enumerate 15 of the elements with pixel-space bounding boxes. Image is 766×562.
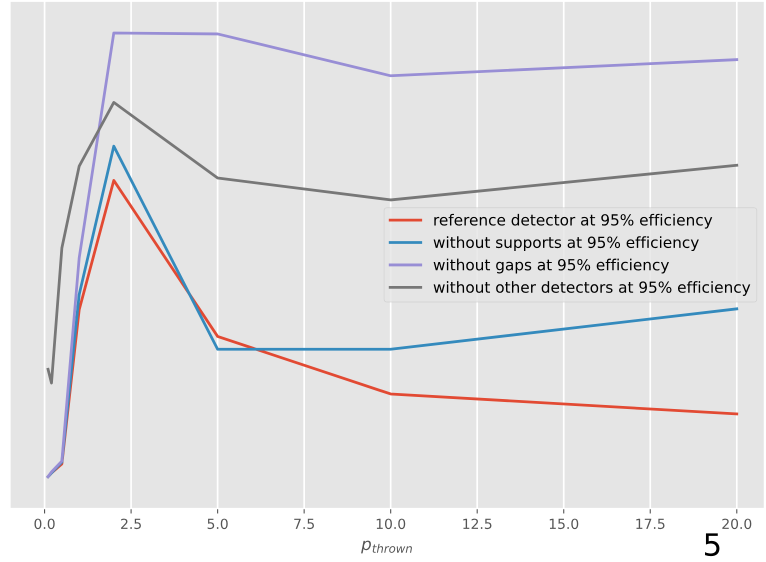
x-tick-label: 17.5 (636, 518, 665, 530)
x-tick-label: 20.0 (722, 518, 752, 530)
x-axis-title: p$_{thrown}$ (361, 540, 412, 554)
legend-label: reference detector at 95% efficiency (434, 214, 712, 229)
x-tick-label: 15.0 (550, 518, 578, 530)
x-tick-label: 10.0 (376, 518, 406, 530)
legend-label: without other detectors at 95% efficiency (434, 281, 750, 296)
x-tick-label: 12.5 (463, 518, 492, 530)
x-tick-label: 0.0 (34, 518, 55, 530)
x-tick-label: 5.0 (208, 518, 228, 530)
legend-label: without gaps at 95% efficiency (434, 258, 669, 274)
x-tick-label: 7.5 (294, 518, 314, 530)
x-tick-label: 2.5 (121, 518, 141, 530)
text: 5 (705, 533, 720, 556)
legend-label: without supports at 95% efficiency (434, 236, 699, 252)
